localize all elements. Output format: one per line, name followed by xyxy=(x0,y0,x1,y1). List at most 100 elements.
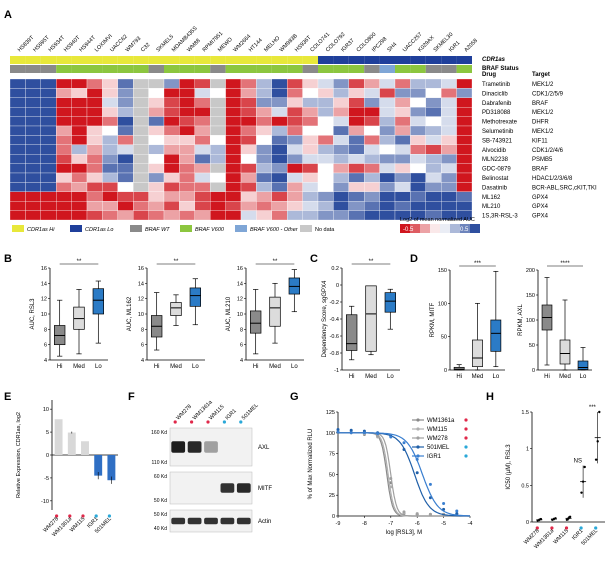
heatmap-cell xyxy=(9,191,26,202)
box xyxy=(472,339,483,368)
braf-track-cell xyxy=(425,65,442,73)
x-tick-label: -4 xyxy=(468,521,473,527)
heatmap-cell xyxy=(333,210,349,221)
heatmap-cell xyxy=(194,182,211,192)
cdr1as-track-cell xyxy=(441,56,457,64)
heatmap-cell xyxy=(210,144,226,155)
y-axis-label: RPKM, MITF xyxy=(430,302,436,337)
heatmap-cell xyxy=(317,210,334,221)
heatmap-cell xyxy=(179,163,195,174)
heatmap-cell xyxy=(133,201,149,211)
heatmap-cell xyxy=(163,125,180,136)
braf-track-cell xyxy=(71,65,87,73)
heatmap-cell xyxy=(56,125,72,136)
y-tick-label: 1 xyxy=(526,447,529,453)
data-point xyxy=(455,509,459,513)
heatmap-cell xyxy=(333,125,349,136)
heatmap-cell xyxy=(425,201,442,211)
heatmap-cell xyxy=(86,116,103,127)
heatmap-cell xyxy=(148,88,165,98)
panel-letter-f: F xyxy=(128,391,135,403)
target-label: MEK1/2 xyxy=(532,129,554,135)
size-marker: 160 Kd xyxy=(151,430,167,436)
color-scale-max: 0.5 xyxy=(460,227,469,233)
fit-curve xyxy=(338,432,470,517)
significance-label: *** xyxy=(589,405,597,411)
y-tick-label: 14 xyxy=(41,281,47,287)
category-label: Hi xyxy=(57,364,63,370)
heatmap-cell xyxy=(225,78,242,89)
heatmap-cell xyxy=(117,182,134,192)
braf-track-cell xyxy=(164,65,180,73)
heatmap-cell xyxy=(317,88,334,98)
data-point xyxy=(376,434,380,438)
heatmap-cell xyxy=(56,201,72,211)
heatmap-cell xyxy=(86,191,103,202)
target-label: BCR-ABL,SRC,cKIT,TKI xyxy=(532,185,597,191)
cdr1as-track-cell xyxy=(40,56,57,64)
heatmap-cell xyxy=(40,172,57,183)
heatmap-cell xyxy=(117,172,134,183)
lane-label: WM278 xyxy=(175,404,193,422)
heatmap-cell xyxy=(364,107,380,117)
heatmap-cell xyxy=(287,78,303,89)
target-label: KIF11 xyxy=(532,138,548,144)
heatmap-cell xyxy=(441,88,457,98)
heatmap-cell xyxy=(410,201,426,211)
heatmap-cell xyxy=(256,201,272,211)
heatmap-cell xyxy=(163,154,180,164)
significance-label: **** xyxy=(560,261,570,267)
heatmap-cell xyxy=(194,210,211,221)
heatmap-cell xyxy=(379,116,396,127)
blot-band xyxy=(171,517,186,525)
heatmap-cell xyxy=(163,201,180,211)
data-point xyxy=(402,441,406,445)
heatmap-cell xyxy=(40,163,57,174)
heatmap-cell xyxy=(40,182,57,192)
heatmap-cell xyxy=(410,88,426,98)
y-axis-label: % of Max Normalized RLU xyxy=(308,429,314,500)
heatmap-cell xyxy=(71,154,88,164)
significance-label: ** xyxy=(77,259,82,265)
drug-label: Alvocidib xyxy=(482,148,507,154)
cdr1as-track-cell xyxy=(379,56,395,64)
y-tick-label: 12 xyxy=(138,297,144,303)
heatmap-cell xyxy=(225,144,242,155)
heatmap-cell xyxy=(86,97,103,108)
box xyxy=(346,314,358,351)
data-point xyxy=(583,465,586,469)
heatmap-cell xyxy=(86,135,103,145)
heatmap-cell xyxy=(456,210,473,221)
y-tick-label: -10 xyxy=(41,499,49,505)
heatmap-cell xyxy=(317,116,334,127)
heatmap-cell xyxy=(102,201,118,211)
bar xyxy=(67,432,76,455)
cell-line-label: WM88 xyxy=(186,38,201,53)
category-label: Med xyxy=(365,374,377,380)
heatmap-cell xyxy=(163,97,180,108)
data-point xyxy=(362,431,366,435)
heatmap-cell xyxy=(179,182,195,192)
legend-marker xyxy=(416,445,420,449)
bar xyxy=(54,419,63,455)
heatmap-cell xyxy=(148,116,165,127)
heatmap-cell xyxy=(425,144,442,155)
heatmap-cell xyxy=(287,182,303,192)
y-tick-label: 16 xyxy=(138,266,144,272)
braf-track-cell xyxy=(148,65,164,73)
y-tick-label: 0 xyxy=(336,283,339,289)
y-tick-label: -0.4 xyxy=(330,317,339,323)
y-tick-label: 0 xyxy=(526,520,529,526)
heatmap-cell xyxy=(9,172,26,183)
heatmap-cell xyxy=(163,78,180,89)
y-tick-label: 25 xyxy=(329,493,335,499)
cdr1as-track-cell xyxy=(102,56,118,64)
heatmap-cell xyxy=(225,135,242,145)
heatmap-cell xyxy=(425,107,442,117)
y-tick-label: 0 xyxy=(46,453,49,459)
heatmap-cell xyxy=(210,154,226,164)
heatmap-cell xyxy=(40,97,57,108)
heatmap-cell xyxy=(56,107,72,117)
legend-label-braf-other: BRAF V600 - Other xyxy=(250,227,299,233)
heatmap-cell xyxy=(410,125,426,136)
